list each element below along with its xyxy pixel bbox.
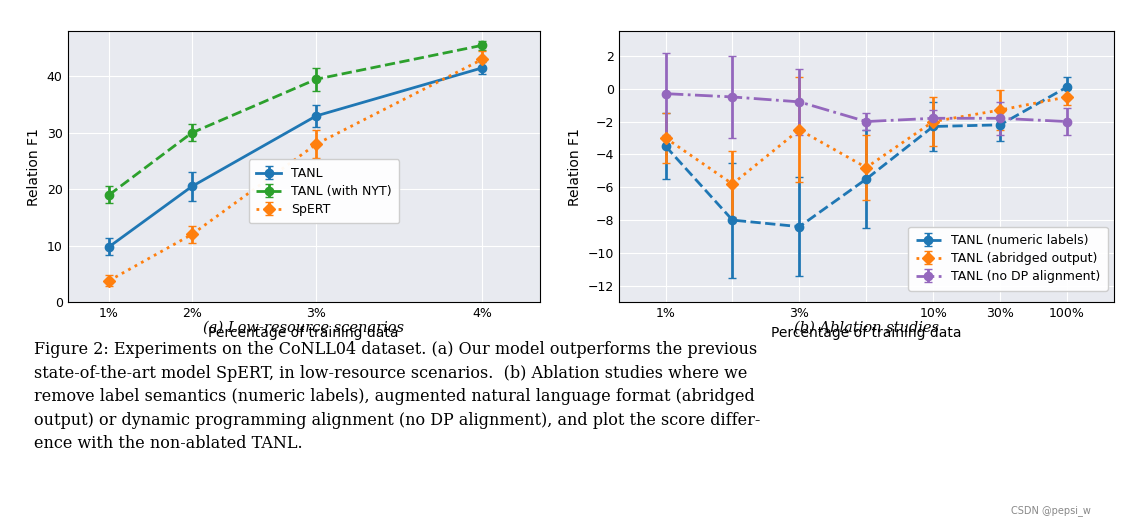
Text: (a) Low-resource scenarios: (a) Low-resource scenarios [204, 320, 404, 334]
Text: CSDN @pepsi_w: CSDN @pepsi_w [1011, 505, 1091, 516]
Y-axis label: Relation F1: Relation F1 [27, 128, 42, 206]
X-axis label: Percentage of training data: Percentage of training data [771, 326, 962, 340]
Text: (b) Ablation studies: (b) Ablation studies [794, 320, 938, 334]
X-axis label: Percentage of training data: Percentage of training data [208, 326, 399, 340]
Y-axis label: Relation F1: Relation F1 [568, 128, 582, 206]
Legend: TANL, TANL (with NYT), SpERT: TANL, TANL (with NYT), SpERT [249, 159, 399, 224]
Legend: TANL (numeric labels), TANL (abridged output), TANL (no DP alignment): TANL (numeric labels), TANL (abridged ou… [908, 227, 1107, 291]
Text: Figure 2: Experiments on the CoNLL04 dataset. (a) Our model outperforms the prev: Figure 2: Experiments on the CoNLL04 dat… [34, 341, 760, 452]
